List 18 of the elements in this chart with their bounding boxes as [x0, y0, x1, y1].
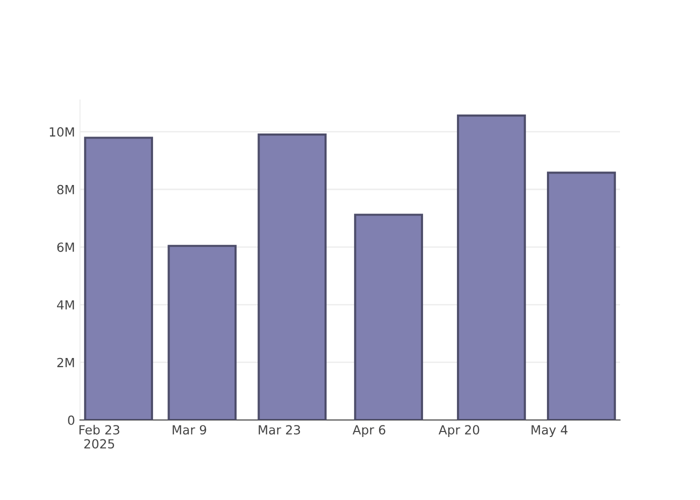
x-tick-label: Apr 20	[438, 425, 480, 437]
bar	[168, 244, 237, 420]
y-tick-label: 10M	[50, 127, 74, 137]
y-tick-label: 4M	[57, 300, 74, 310]
y-tick-label: 0	[68, 415, 74, 425]
x-tick-label: Apr 6	[352, 425, 386, 437]
bar	[456, 114, 526, 420]
bar	[546, 172, 616, 420]
x-tick-label: Mar 23	[258, 425, 300, 435]
x-tick-label: May 4	[532, 425, 568, 437]
y-tick-label: 8M	[57, 184, 74, 194]
x-tick-label: Feb 23 2025	[80, 424, 120, 449]
bar	[258, 134, 327, 420]
bar	[84, 136, 154, 420]
bar	[354, 214, 424, 420]
y-tick-label: 6M	[57, 242, 74, 252]
x-tick-label: Mar 9	[172, 425, 206, 435]
y-tick-label: 2M	[57, 358, 74, 368]
